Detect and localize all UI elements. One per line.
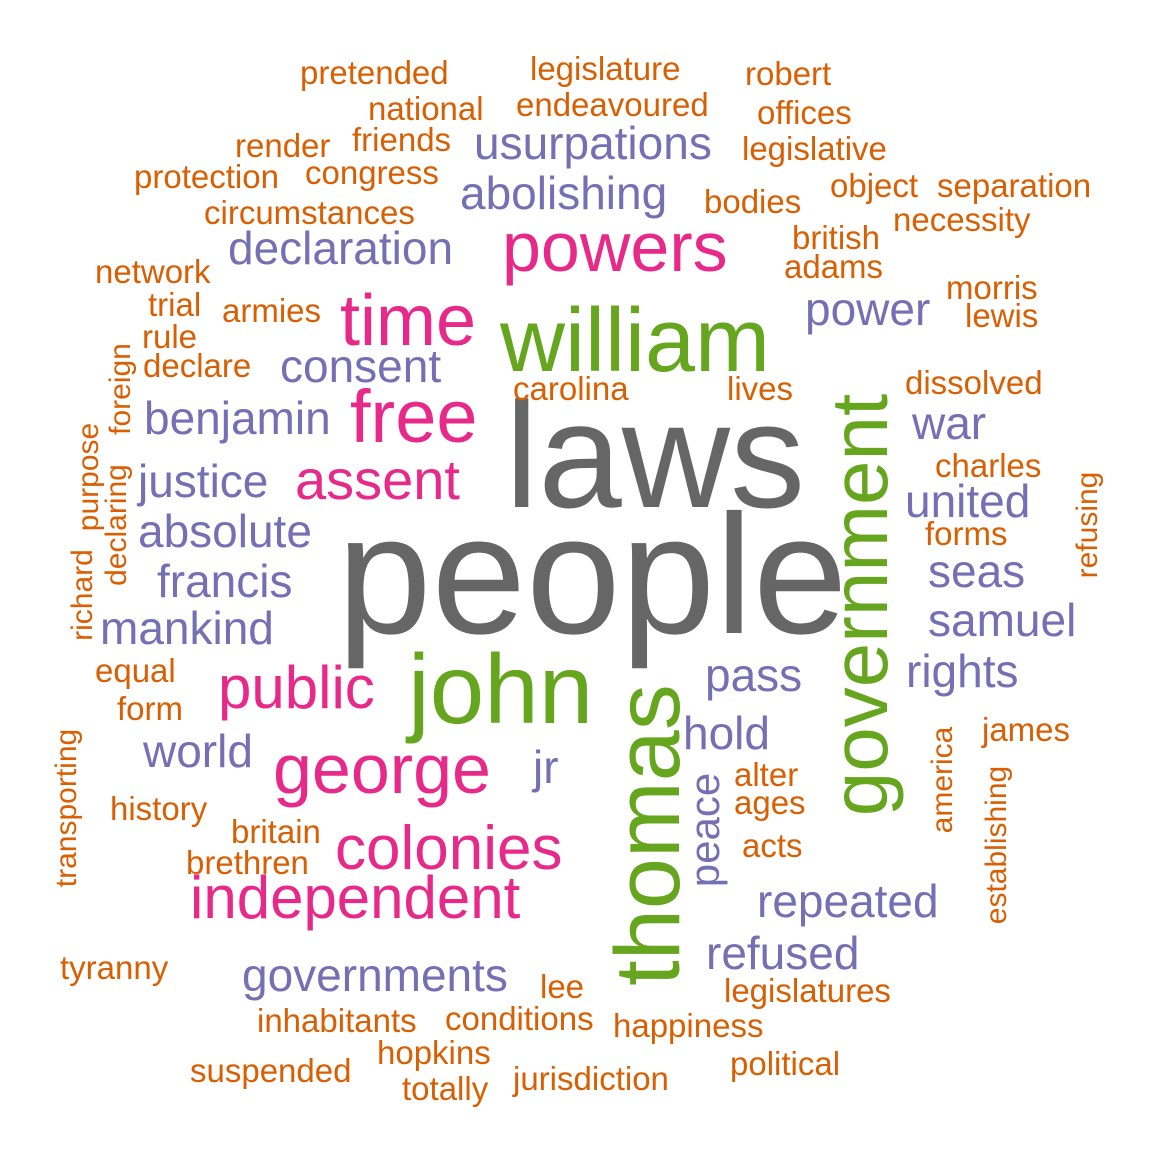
word-usurpations: usurpations [474,117,712,169]
word-james: james [982,711,1071,748]
word-charles: charles [935,447,1042,484]
word-lee: lee [540,968,585,1005]
word-trial: trial [148,286,202,323]
word-armies: armies [222,292,322,329]
word-alter: alter [734,756,799,793]
word-bodies: bodies [704,183,802,220]
word-legislative: legislative [742,130,887,167]
word-adams: adams [784,248,884,285]
word-circumstances: circumstances [204,194,415,231]
word-government: government [815,393,904,817]
word-public: public [218,654,375,721]
word-independent: independent [190,864,521,931]
word-inhabitants: inhabitants [257,1002,417,1039]
word-foreign: foreign [104,343,137,435]
word-british: british [792,219,881,256]
word-free: free [350,375,478,458]
word-national: national [368,90,484,127]
word-hopkins: hopkins [377,1034,491,1071]
word-seas: seas [928,545,1026,597]
word-endeavoured: endeavoured [516,86,709,123]
word-happiness: happiness [613,1007,764,1044]
word-history: history [110,790,208,827]
word-transporting: transporting [50,728,83,888]
word-robert: robert [745,55,832,92]
word-declare: declare [143,347,252,384]
word-hold: hold [683,707,770,759]
word-powers: powers [502,208,728,286]
word-legislature: legislature [530,50,681,87]
word-jurisdiction: jurisdiction [513,1060,669,1097]
word-conditions: conditions [445,1000,594,1037]
word-forms: forms [925,515,1008,552]
word-form: form [117,690,183,727]
word-carolina: carolina [513,370,629,407]
word-political: political [730,1045,841,1082]
word-suspended: suspended [190,1052,352,1089]
word-repeated: repeated [757,875,939,927]
word-america: america [926,726,959,834]
word-assent: assent [295,448,460,511]
word-network: network [95,253,211,290]
word-legislatures: legislatures [724,972,891,1009]
word-war: war [912,397,987,449]
word-absolute: absolute [138,505,312,557]
word-benjamin: benjamin [144,392,331,444]
word-ages: ages [734,784,806,821]
word-refusing: refusing [1071,471,1104,579]
word-mankind: mankind [100,602,274,654]
word-pretended: pretended [300,54,449,91]
word-protection: protection [134,158,279,195]
word-totally: totally [402,1070,489,1107]
word-declaration: declaration [228,222,454,274]
word-consent: consent [280,340,442,392]
word-richard: richard [66,549,99,641]
word-friends: friends [352,121,452,158]
word-justice: justice [138,455,269,507]
word-acts: acts [742,827,803,864]
word-abolishing: abolishing [460,167,668,219]
word-francis: francis [157,555,293,607]
word-tyranny: tyranny [60,949,169,986]
word-lewis: lewis [965,297,1039,334]
word-brethren: brethren [186,844,309,881]
word-time: time [340,281,477,361]
word-separation: separation [937,167,1092,204]
word-united: united [905,475,1031,527]
word-morris: morris [946,269,1038,306]
word-dissolved: dissolved [905,364,1043,401]
word-william: william [500,291,770,391]
word-pass: pass [705,649,803,701]
word-offices: offices [757,94,852,131]
word-power: power [805,283,931,335]
word-declaring: declaring [100,464,133,586]
word-render: render [235,127,331,164]
word-congress: congress [305,154,439,191]
word-rights: rights [906,645,1019,697]
word-lives: lives [727,370,794,407]
word-colonies: colonies [335,814,563,883]
word-object: object [830,167,919,204]
word-john: john [408,634,594,744]
word-george: george [273,730,491,808]
word-equal: equal [95,652,176,689]
word-necessity: necessity [893,201,1031,238]
word-laws: laws [505,371,806,539]
word-governments: governments [242,949,508,1001]
word-establishing: establishing [980,765,1013,925]
word-rule: rule [142,318,198,355]
word-samuel: samuel [928,594,1077,646]
word-refused: refused [706,927,860,979]
word-jr: jr [533,741,559,793]
word-people: people [337,480,848,670]
word-peace: peace [681,772,728,888]
word-britain: britain [231,813,321,850]
word-world: world [143,725,253,777]
